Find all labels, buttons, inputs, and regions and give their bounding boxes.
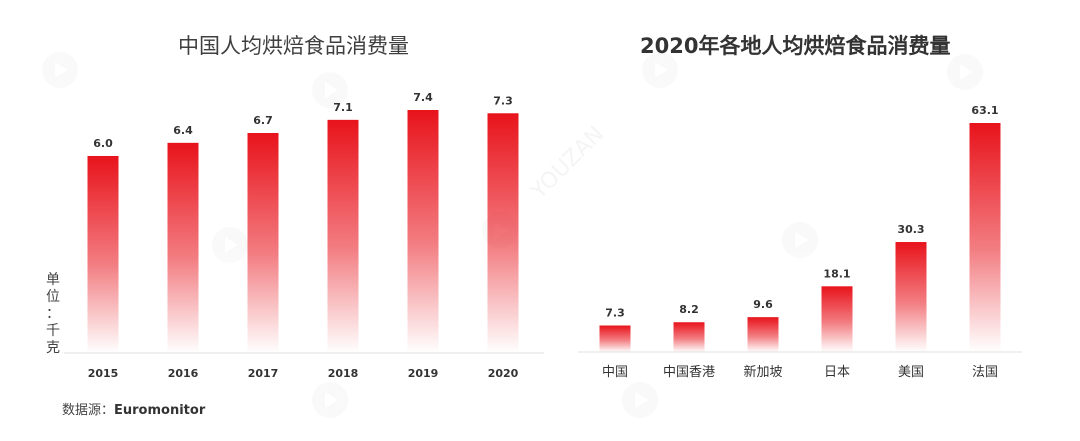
data-label: 6.7 xyxy=(253,114,273,127)
x-tick-label: 2015 xyxy=(88,367,119,380)
watermark-play-icon xyxy=(42,52,78,88)
bar xyxy=(247,132,279,353)
x-tick-label: 中国 xyxy=(602,365,628,380)
source-value: Euromonitor xyxy=(114,403,206,418)
data-label: 6.4 xyxy=(173,124,193,137)
unit-char: 单 xyxy=(46,272,60,288)
watermark-play-icon xyxy=(782,222,818,258)
source-note: 数据源：Euromonitor xyxy=(62,399,205,418)
unit-label: 单 位 ： 千 克 xyxy=(44,272,62,357)
bar xyxy=(327,119,359,353)
watermark-play-icon xyxy=(947,54,983,90)
unit-char: 千 xyxy=(46,323,60,339)
bar xyxy=(895,242,927,352)
bar xyxy=(969,123,1001,352)
unit-char: 克 xyxy=(46,340,60,356)
unit-char: ： xyxy=(46,306,60,322)
data-label: 7.3 xyxy=(493,94,513,107)
x-tick-label: 日本 xyxy=(824,365,850,380)
data-label: 7.1 xyxy=(333,101,353,114)
x-tick-label: 法国 xyxy=(972,365,998,380)
unit-char: 位 xyxy=(46,289,60,305)
watermark-play-icon xyxy=(212,227,248,263)
x-tick-label: 2017 xyxy=(248,367,279,380)
x-tick-label: 2016 xyxy=(168,367,199,380)
data-label: 7.4 xyxy=(413,91,433,104)
bar xyxy=(87,155,119,353)
data-label: 7.3 xyxy=(605,307,625,320)
bar xyxy=(407,110,439,353)
x-tick-label: 美国 xyxy=(898,365,924,380)
watermark-play-icon xyxy=(642,52,678,88)
bar xyxy=(673,322,705,352)
watermark-play-icon xyxy=(312,382,348,418)
source-prefix: 数据源： xyxy=(62,403,115,418)
x-tick-label: 新加坡 xyxy=(743,364,782,380)
chart-title-left: 中国人均烘焙食品消费量 xyxy=(178,34,409,58)
bar xyxy=(167,142,199,353)
data-label: 18.1 xyxy=(823,267,850,280)
x-tick-label: 2018 xyxy=(328,367,359,380)
data-label: 63.1 xyxy=(971,104,998,117)
data-label: 6.0 xyxy=(93,137,113,150)
bar xyxy=(487,113,519,353)
watermark-play-icon xyxy=(312,72,348,108)
bar xyxy=(747,317,779,352)
bar xyxy=(821,286,853,352)
x-tick-label: 中国香港 xyxy=(663,365,715,380)
watermark-play-icon xyxy=(622,382,658,418)
bar xyxy=(599,325,631,352)
chart-title-right: 2020年各地人均烘焙食品消费量 xyxy=(640,34,951,58)
x-tick-label: 2019 xyxy=(408,367,439,380)
x-tick-label: 2020 xyxy=(488,367,519,380)
data-label: 30.3 xyxy=(897,223,924,236)
data-label: 8.2 xyxy=(679,303,699,316)
data-label: 9.6 xyxy=(753,298,773,311)
